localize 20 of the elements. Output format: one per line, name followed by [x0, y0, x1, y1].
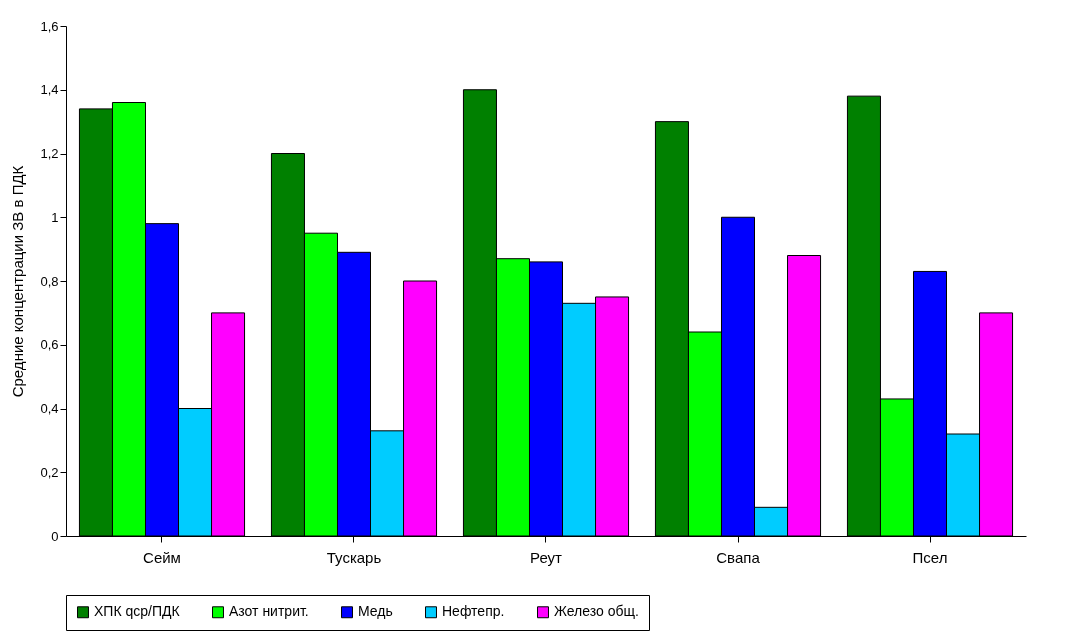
y-axis-title: Средние концентрации ЗВ в ПДК	[9, 165, 27, 398]
legend-label: Азот нитрит.	[229, 603, 309, 620]
y-tick-label: 0	[51, 528, 59, 544]
y-tick-label: 0,6	[40, 337, 59, 353]
x-tick-label: Сейм	[143, 548, 181, 566]
y-tick-label: 0,2	[40, 464, 59, 480]
legend-label: Медь	[358, 603, 393, 620]
y-tick-label: 0,8	[40, 273, 59, 289]
y-tick-label: 0,4	[40, 401, 59, 416]
x-tick-label: Псел	[912, 548, 948, 566]
x-tick-label: Тускарь	[326, 548, 382, 566]
legend-label: ХПК qср/ПДК	[94, 603, 181, 620]
x-tick-label: Реут	[530, 548, 563, 566]
y-tick-label: 1,6	[40, 18, 59, 34]
y-tick-label: 1,2	[40, 146, 59, 161]
y-tick-label: 1,4	[40, 82, 59, 98]
legend-label: Железо общ.	[554, 603, 639, 620]
legend-label: Нефтепр.	[442, 603, 505, 620]
y-tick-label: 1	[51, 209, 59, 225]
x-tick-label: Свапа	[716, 548, 761, 566]
